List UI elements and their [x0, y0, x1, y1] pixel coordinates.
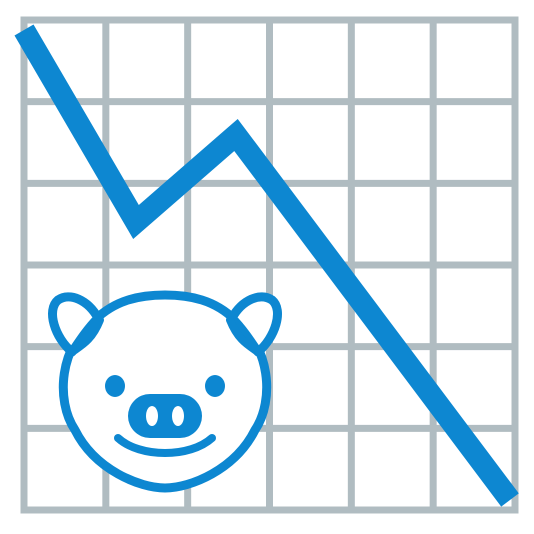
trend-line: [14, 24, 519, 507]
pig-left-eye: [105, 375, 125, 397]
pig-left-ear: [48, 292, 103, 357]
pig-right-nostril: [172, 406, 184, 426]
pig-left-ear-inner: [68, 316, 104, 356]
pig-left-nostril: [146, 406, 158, 426]
pig-face-icon: [48, 290, 282, 493]
pig-head: [58, 290, 272, 493]
pig-mouth: [114, 434, 216, 457]
pig-right-eye: [205, 375, 225, 397]
pig-snout: [128, 394, 202, 438]
pig-right-ear: [227, 292, 282, 357]
pig-right-ear-inner: [226, 316, 262, 356]
